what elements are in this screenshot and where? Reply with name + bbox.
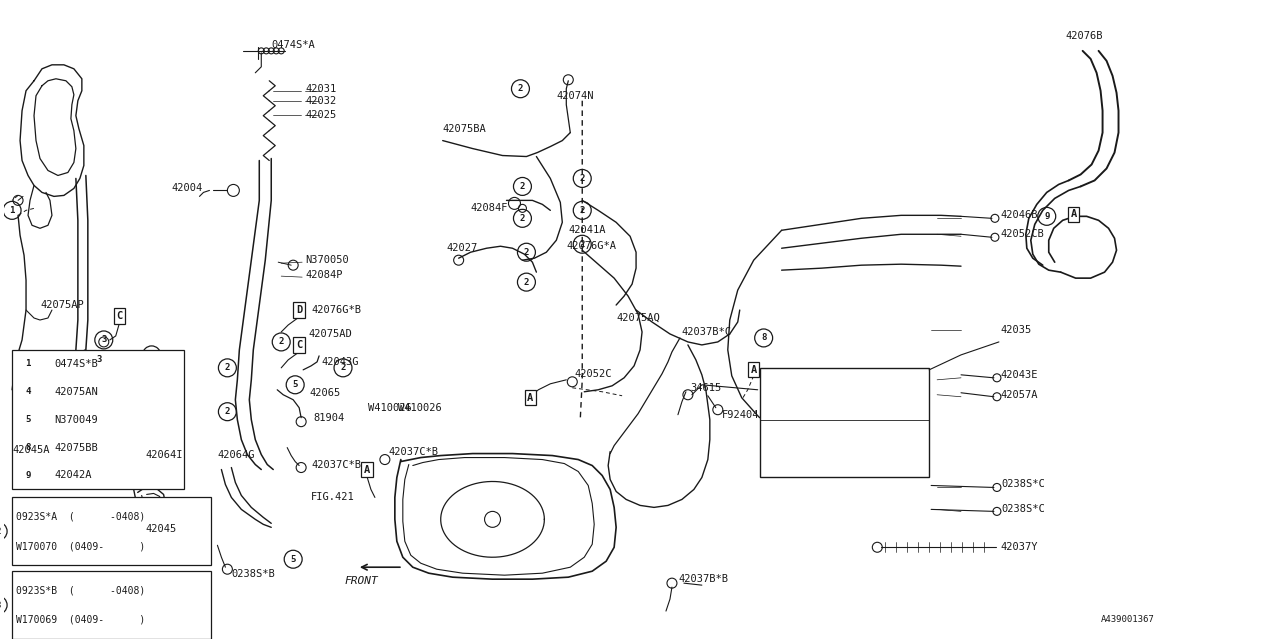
Text: 2: 2 xyxy=(580,174,585,183)
Text: 42042A: 42042A xyxy=(54,470,91,481)
Text: 5: 5 xyxy=(291,555,296,564)
Text: 1: 1 xyxy=(9,206,15,215)
Text: 42075BB: 42075BB xyxy=(54,443,97,452)
Text: W170069  (0409-      ): W170069 (0409- ) xyxy=(17,615,146,625)
Text: 34615: 34615 xyxy=(690,383,721,393)
Text: A: A xyxy=(750,365,756,375)
Text: C: C xyxy=(116,311,123,321)
Text: 42035: 42035 xyxy=(1001,325,1032,335)
Text: 42032: 42032 xyxy=(305,96,337,106)
Text: 42025: 42025 xyxy=(305,109,337,120)
Text: 42075AN: 42075AN xyxy=(54,387,97,397)
Text: 42065: 42065 xyxy=(310,388,340,398)
Text: 2: 2 xyxy=(151,435,156,444)
Text: D: D xyxy=(296,305,302,315)
Text: 42043G: 42043G xyxy=(321,357,358,367)
Text: 9: 9 xyxy=(1044,212,1050,221)
Text: 42057A: 42057A xyxy=(1001,390,1038,400)
Text: 2: 2 xyxy=(517,84,524,93)
Text: A: A xyxy=(1070,209,1076,220)
Text: 2: 2 xyxy=(279,337,284,346)
Text: 3: 3 xyxy=(96,355,101,364)
Text: 0238S*B: 0238S*B xyxy=(232,569,275,579)
Text: 2: 2 xyxy=(524,278,529,287)
Text: FIG.421: FIG.421 xyxy=(311,492,355,502)
Text: 42052C: 42052C xyxy=(575,369,612,379)
Text: W170070  (0409-      ): W170070 (0409- ) xyxy=(17,541,146,551)
Text: 2: 2 xyxy=(580,206,585,215)
Text: FRONT: FRONT xyxy=(344,576,378,586)
Text: A439001367: A439001367 xyxy=(1101,614,1155,623)
Text: 42064G: 42064G xyxy=(218,449,255,460)
Text: 2: 2 xyxy=(520,182,525,191)
Text: 42075AP: 42075AP xyxy=(40,300,83,310)
Text: 42076G*B: 42076G*B xyxy=(311,305,361,315)
Text: 42037C*B: 42037C*B xyxy=(311,460,361,470)
Text: 42075BA: 42075BA xyxy=(443,124,486,134)
Text: 42037Y: 42037Y xyxy=(1001,542,1038,552)
Text: 2: 2 xyxy=(148,350,155,360)
Text: 42041A: 42041A xyxy=(568,225,605,236)
Text: 2: 2 xyxy=(225,407,230,416)
Text: 2: 2 xyxy=(225,364,230,372)
Text: 8: 8 xyxy=(26,443,31,452)
Text: 42046B: 42046B xyxy=(1001,211,1038,220)
Text: N370049: N370049 xyxy=(54,415,97,425)
Text: 0474S*B: 0474S*B xyxy=(54,359,97,369)
Text: 0238S*C: 0238S*C xyxy=(1001,479,1044,490)
Text: 42027: 42027 xyxy=(447,243,477,253)
Text: 0923S*A  (      -0408): 0923S*A ( -0408) xyxy=(17,511,146,522)
Text: 42075AD: 42075AD xyxy=(308,329,352,339)
Text: 42037B*C: 42037B*C xyxy=(682,327,732,337)
Text: 4: 4 xyxy=(26,387,31,396)
Text: 42074N: 42074N xyxy=(557,91,594,100)
Text: 4: 4 xyxy=(148,385,155,394)
Text: 42076B: 42076B xyxy=(1066,31,1103,41)
Text: 0238S*C: 0238S*C xyxy=(1001,504,1044,515)
Text: 42076G*A: 42076G*A xyxy=(566,241,616,252)
Text: D: D xyxy=(152,355,159,365)
Text: 5: 5 xyxy=(26,415,31,424)
Text: 2: 2 xyxy=(524,248,529,257)
Text: 3: 3 xyxy=(101,335,106,344)
Text: 0923S*B  (      -0408): 0923S*B ( -0408) xyxy=(17,585,146,595)
Text: A: A xyxy=(527,393,534,403)
Text: 42084P: 42084P xyxy=(305,270,343,280)
Text: 42045A: 42045A xyxy=(12,445,50,454)
Text: N370050: N370050 xyxy=(305,255,349,265)
Text: W410026: W410026 xyxy=(398,403,442,413)
Text: 42052CB: 42052CB xyxy=(1001,229,1044,239)
Text: 42031: 42031 xyxy=(305,84,337,93)
FancyBboxPatch shape xyxy=(759,368,929,477)
Text: 1: 1 xyxy=(148,465,155,474)
Text: 42084F: 42084F xyxy=(471,204,508,213)
Text: 42037C*B: 42037C*B xyxy=(389,447,439,456)
Text: F92404: F92404 xyxy=(722,410,759,420)
Text: 2: 2 xyxy=(340,364,346,372)
Text: 42045: 42045 xyxy=(146,524,177,534)
Text: W410026: W410026 xyxy=(367,403,412,413)
Text: 2: 2 xyxy=(580,240,585,249)
FancyBboxPatch shape xyxy=(12,571,211,639)
Text: 42037B*B: 42037B*B xyxy=(678,574,728,584)
Text: 0474S*A: 0474S*A xyxy=(271,40,315,50)
Text: 5: 5 xyxy=(293,380,298,389)
Text: 42075AQ: 42075AQ xyxy=(616,313,660,323)
Text: 9: 9 xyxy=(26,471,31,480)
FancyBboxPatch shape xyxy=(12,350,183,490)
Text: C: C xyxy=(296,340,302,350)
Text: 2: 2 xyxy=(141,410,146,419)
FancyBboxPatch shape xyxy=(12,497,211,565)
Text: 2: 2 xyxy=(520,214,525,223)
Text: 42004: 42004 xyxy=(172,184,202,193)
Text: 8: 8 xyxy=(762,333,767,342)
Text: 42043E: 42043E xyxy=(1001,370,1038,380)
Text: 1: 1 xyxy=(26,359,31,369)
Text: 42064I: 42064I xyxy=(146,449,183,460)
Text: A: A xyxy=(364,465,370,474)
Text: 81904: 81904 xyxy=(314,413,344,422)
